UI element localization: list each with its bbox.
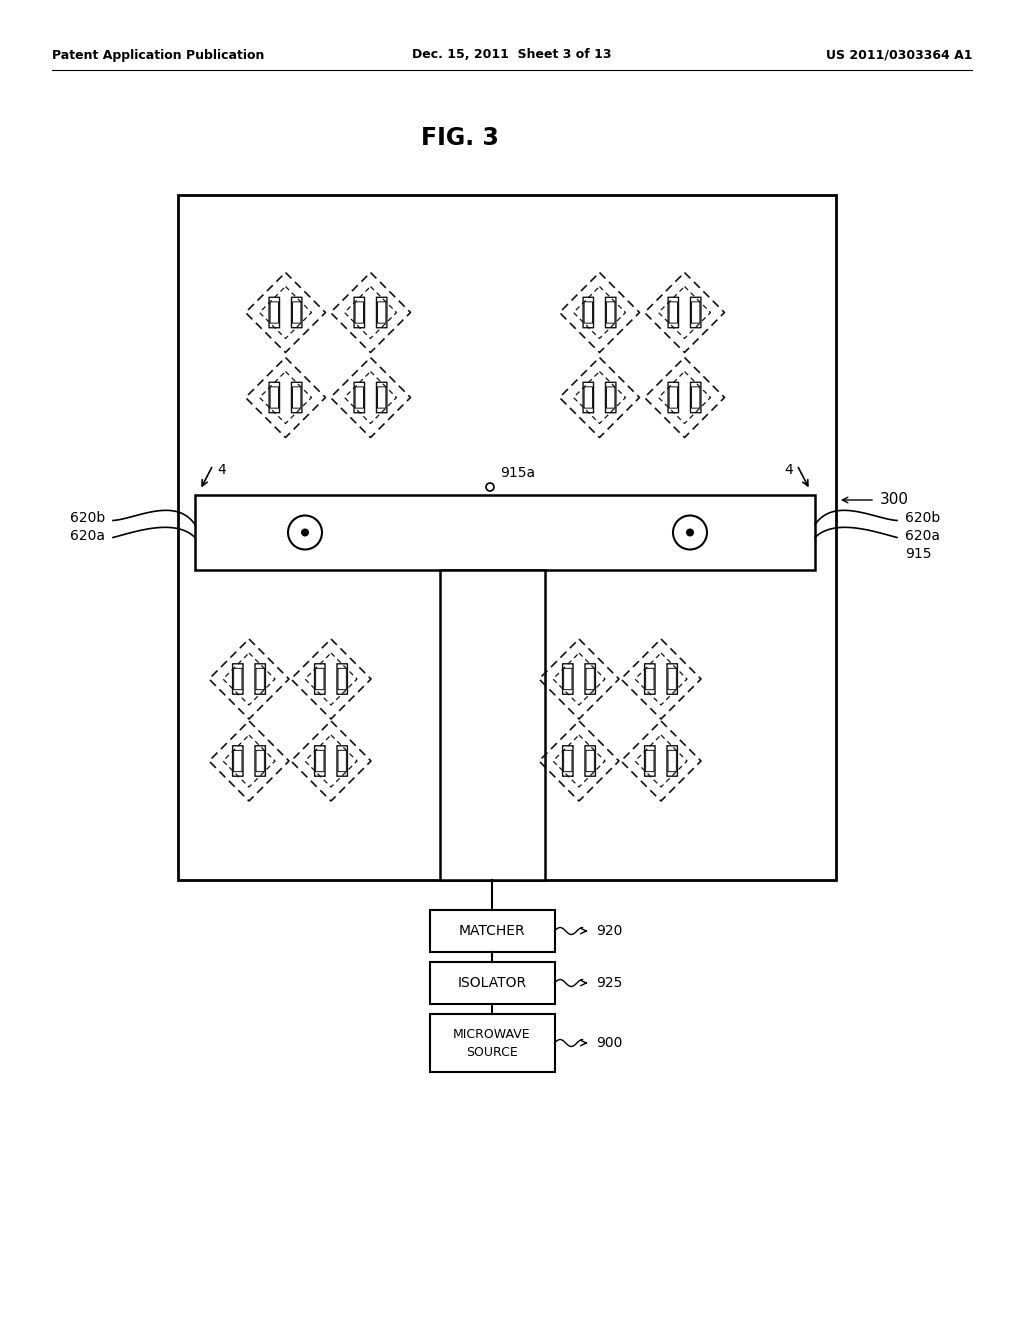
Bar bbox=[195, 495, 815, 570]
Text: 300: 300 bbox=[880, 492, 909, 507]
Text: 4: 4 bbox=[217, 463, 225, 477]
Text: Patent Application Publication: Patent Application Publication bbox=[52, 49, 264, 62]
Text: SOURCE: SOURCE bbox=[466, 1045, 518, 1059]
Text: 915: 915 bbox=[905, 548, 932, 561]
Text: US 2011/0303364 A1: US 2011/0303364 A1 bbox=[825, 49, 972, 62]
Text: 915a: 915a bbox=[500, 466, 536, 480]
Text: 4: 4 bbox=[784, 463, 793, 477]
Text: MICROWAVE: MICROWAVE bbox=[454, 1027, 530, 1040]
Bar bbox=[429, 909, 555, 952]
Bar bbox=[429, 1014, 555, 1072]
Text: 925: 925 bbox=[597, 975, 623, 990]
Bar bbox=[440, 570, 545, 880]
Circle shape bbox=[301, 528, 309, 536]
Bar bbox=[178, 195, 836, 880]
Text: Dec. 15, 2011  Sheet 3 of 13: Dec. 15, 2011 Sheet 3 of 13 bbox=[413, 49, 611, 62]
Text: 620b: 620b bbox=[905, 511, 940, 525]
Text: 620b: 620b bbox=[70, 511, 105, 525]
Text: 620a: 620a bbox=[70, 529, 105, 544]
Bar bbox=[429, 962, 555, 1005]
Text: 920: 920 bbox=[597, 924, 623, 939]
Text: FIG. 3: FIG. 3 bbox=[421, 125, 499, 150]
Text: 620a: 620a bbox=[905, 529, 940, 544]
Text: MATCHER: MATCHER bbox=[459, 924, 525, 939]
Text: 900: 900 bbox=[597, 1036, 623, 1049]
Circle shape bbox=[686, 528, 694, 536]
Text: ISOLATOR: ISOLATOR bbox=[458, 975, 526, 990]
